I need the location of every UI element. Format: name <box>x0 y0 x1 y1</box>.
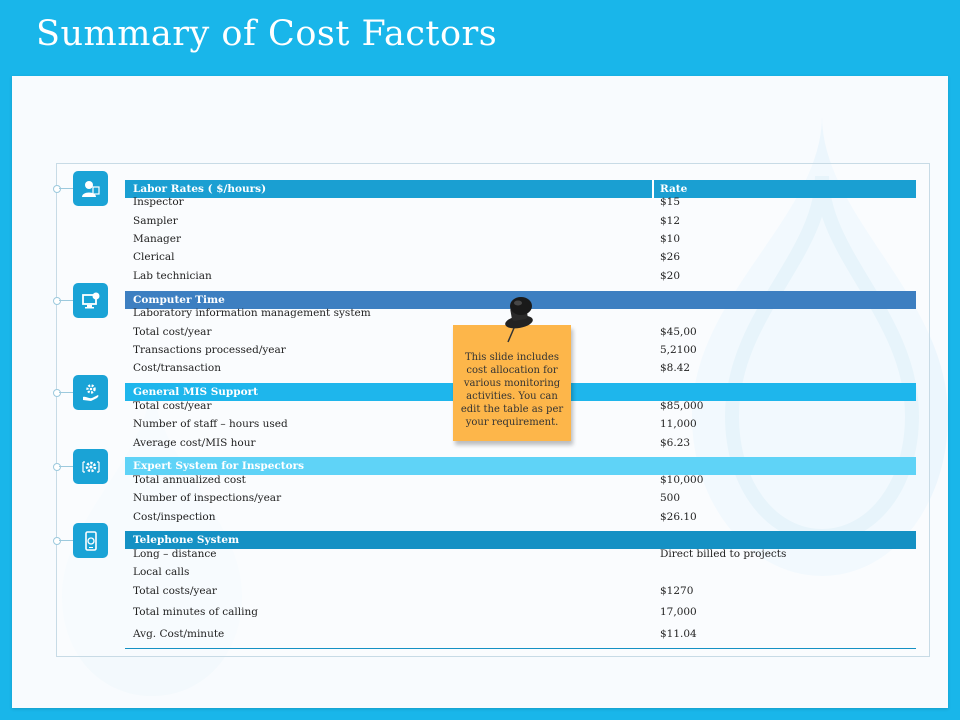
row-label: Clerical <box>133 251 175 263</box>
row-value: $8.42 <box>660 362 691 374</box>
gear-icon <box>81 460 100 473</box>
hand-gear-icon <box>82 383 98 401</box>
row-value: $12 <box>660 215 681 227</box>
header-label: Expert System for Inspectors <box>133 460 305 472</box>
row-label: Total minutes of calling <box>133 606 258 618</box>
row-label: Laboratory information management system <box>133 307 371 319</box>
section-icon-computer <box>73 283 108 318</box>
row-value: $1270 <box>660 585 694 597</box>
header-label: Computer Time <box>133 294 225 306</box>
row-value: 500 <box>660 492 681 504</box>
table-header-labor: Labor Rates ( $/hours) Rate <box>125 180 916 198</box>
computer-icon <box>81 292 99 308</box>
row-value: 11,000 <box>660 418 697 430</box>
section-icon-expert <box>73 449 108 484</box>
timeline-dot <box>53 297 61 305</box>
page-title: Summary of Cost Factors <box>36 14 498 54</box>
row-value: $26 <box>660 251 681 263</box>
row-label: Total annualized cost <box>133 474 246 486</box>
row-label: Total costs/year <box>133 585 217 597</box>
row-label: Lab technician <box>133 270 212 282</box>
table-header-expert: Expert System for Inspectors <box>125 457 916 475</box>
row-label: Total cost/year <box>133 326 212 338</box>
timeline-dot <box>53 463 61 471</box>
row-value: $6.23 <box>660 437 691 449</box>
row-value: $45,00 <box>660 326 697 338</box>
row-value: $11.04 <box>660 628 697 640</box>
sticky-note[interactable] <box>453 325 571 441</box>
connector-line <box>59 300 73 301</box>
header-label: General MIS Support <box>133 386 259 398</box>
row-label: Cost/transaction <box>133 362 221 374</box>
row-value: $20 <box>660 270 681 282</box>
user-icon <box>81 180 100 197</box>
row-value: 17,000 <box>660 606 697 618</box>
header-rate: Rate <box>660 183 688 195</box>
connector-line <box>59 392 73 393</box>
row-label: Cost/inspection <box>133 511 216 523</box>
row-label: Transactions processed/year <box>133 344 286 356</box>
row-label: Number of inspections/year <box>133 492 282 504</box>
header-separator <box>652 180 654 198</box>
timeline-dot <box>53 389 61 397</box>
row-label: Avg. Cost/minute <box>133 628 225 640</box>
connector-line <box>59 466 73 467</box>
section-icon-telephone <box>73 523 108 558</box>
phone-icon <box>84 530 97 551</box>
header-label: Telephone System <box>133 534 240 546</box>
connector-line <box>59 540 73 541</box>
row-value: $10 <box>660 233 681 245</box>
row-value: 5,2100 <box>660 344 697 356</box>
row-value: $10,000 <box>660 474 704 486</box>
row-value: $15 <box>660 196 681 208</box>
section-icon-mis <box>73 375 108 410</box>
connector-line <box>59 188 73 189</box>
row-value: $85,000 <box>660 400 704 412</box>
table-header-telephone: Telephone System <box>125 531 916 549</box>
row-label: Average cost/MIS hour <box>133 437 256 449</box>
row-label: Long – distance <box>133 548 217 560</box>
pushpin-icon <box>505 297 533 343</box>
row-value: $26.10 <box>660 511 697 523</box>
table-bottom-border <box>125 648 916 649</box>
row-label: Inspector <box>133 196 184 208</box>
row-label: Local calls <box>133 566 190 578</box>
timeline-dot <box>53 185 61 193</box>
section-icon-labor <box>73 171 108 206</box>
row-label: Total cost/year <box>133 400 212 412</box>
row-label: Manager <box>133 233 181 245</box>
row-value: Direct billed to projects <box>660 548 787 560</box>
header-label: Labor Rates ( $/hours) <box>133 183 267 195</box>
sticky-note-text: This slide includes cost allocation for … <box>460 352 564 428</box>
row-label: Number of staff – hours used <box>133 418 288 430</box>
row-label: Sampler <box>133 215 178 227</box>
timeline-dot <box>53 537 61 545</box>
